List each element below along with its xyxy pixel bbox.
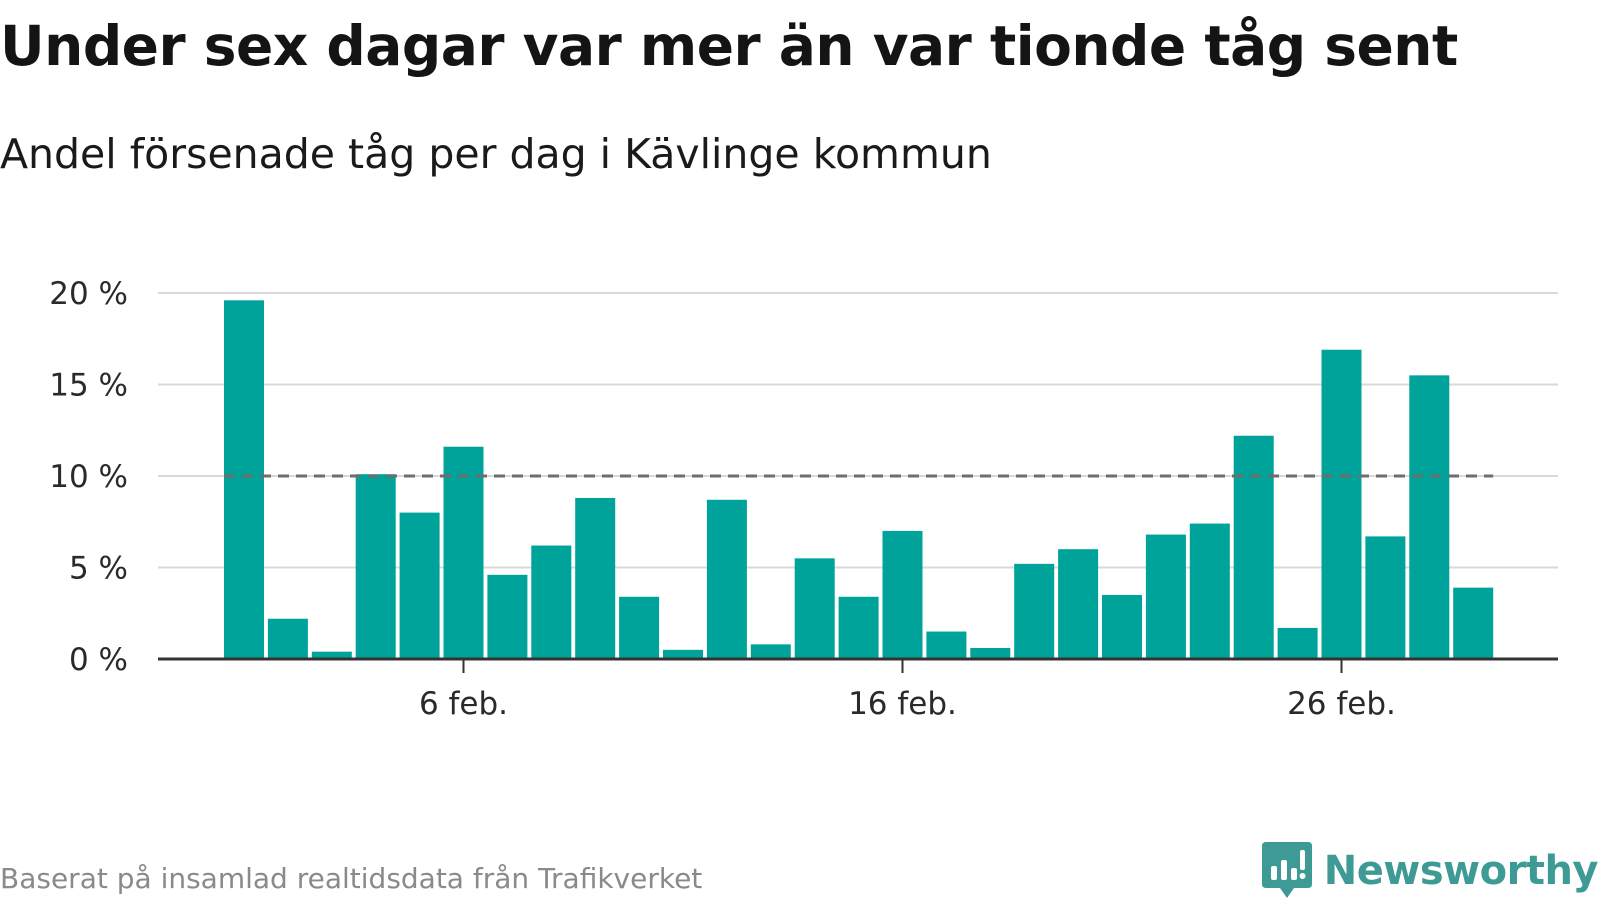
x-tick-label: 26 feb. bbox=[1287, 686, 1396, 722]
bar bbox=[794, 558, 835, 659]
chart-subtitle: Andel försenade tåg per dag i Kävlinge k… bbox=[0, 130, 992, 178]
bar bbox=[487, 574, 528, 659]
bar bbox=[1365, 536, 1406, 659]
bar bbox=[1014, 563, 1055, 659]
bars bbox=[224, 300, 1494, 659]
bar bbox=[1189, 523, 1230, 659]
brand-logo: Newsworthy bbox=[1261, 842, 1599, 900]
y-tick-label: 5 % bbox=[69, 551, 128, 587]
y-tick-label: 0 % bbox=[69, 642, 128, 678]
bar bbox=[706, 499, 747, 659]
bar bbox=[1102, 594, 1142, 659]
bar bbox=[619, 596, 660, 659]
bar bbox=[1145, 534, 1186, 659]
bar bbox=[224, 300, 264, 659]
bar bbox=[575, 497, 616, 659]
bar bbox=[399, 512, 440, 659]
bar bbox=[1321, 349, 1362, 659]
bar bbox=[1233, 435, 1274, 659]
bar bbox=[663, 649, 703, 659]
bar bbox=[1058, 549, 1099, 659]
bar bbox=[1409, 375, 1450, 659]
bar bbox=[882, 530, 923, 659]
axes: 0 % 5 % 10 % 15 % 20 % 6 feb. 16 feb. 26 feb. bbox=[49, 276, 1558, 722]
x-tick-label: 6 feb. bbox=[419, 686, 508, 722]
brand-name: Newsworthy bbox=[1323, 848, 1599, 894]
bar-chart: 0 % 5 % 10 % 15 % 20 % 6 feb. 16 feb. 26 feb. bbox=[49, 276, 1558, 722]
bar bbox=[267, 618, 308, 659]
bar bbox=[355, 474, 396, 659]
bar bbox=[531, 545, 572, 659]
bar bbox=[838, 596, 879, 659]
bar bbox=[1277, 627, 1318, 659]
chart-title: Under sex dagar var mer än var tionde tå… bbox=[0, 14, 1458, 78]
bar bbox=[443, 446, 484, 659]
source-note: Baserat på insamlad realtidsdata från Tr… bbox=[0, 862, 703, 895]
bar bbox=[311, 651, 352, 659]
y-tick-label: 10 % bbox=[49, 459, 128, 495]
y-tick-label: 20 % bbox=[49, 276, 128, 312]
bar bbox=[750, 644, 791, 659]
bar bbox=[1453, 587, 1494, 659]
x-tick-label: 16 feb. bbox=[848, 686, 957, 722]
bar bbox=[970, 648, 1011, 659]
bar bbox=[926, 631, 967, 659]
y-tick-label: 15 % bbox=[49, 368, 128, 404]
newsworthy-chart-bubble-icon bbox=[1261, 842, 1312, 898]
